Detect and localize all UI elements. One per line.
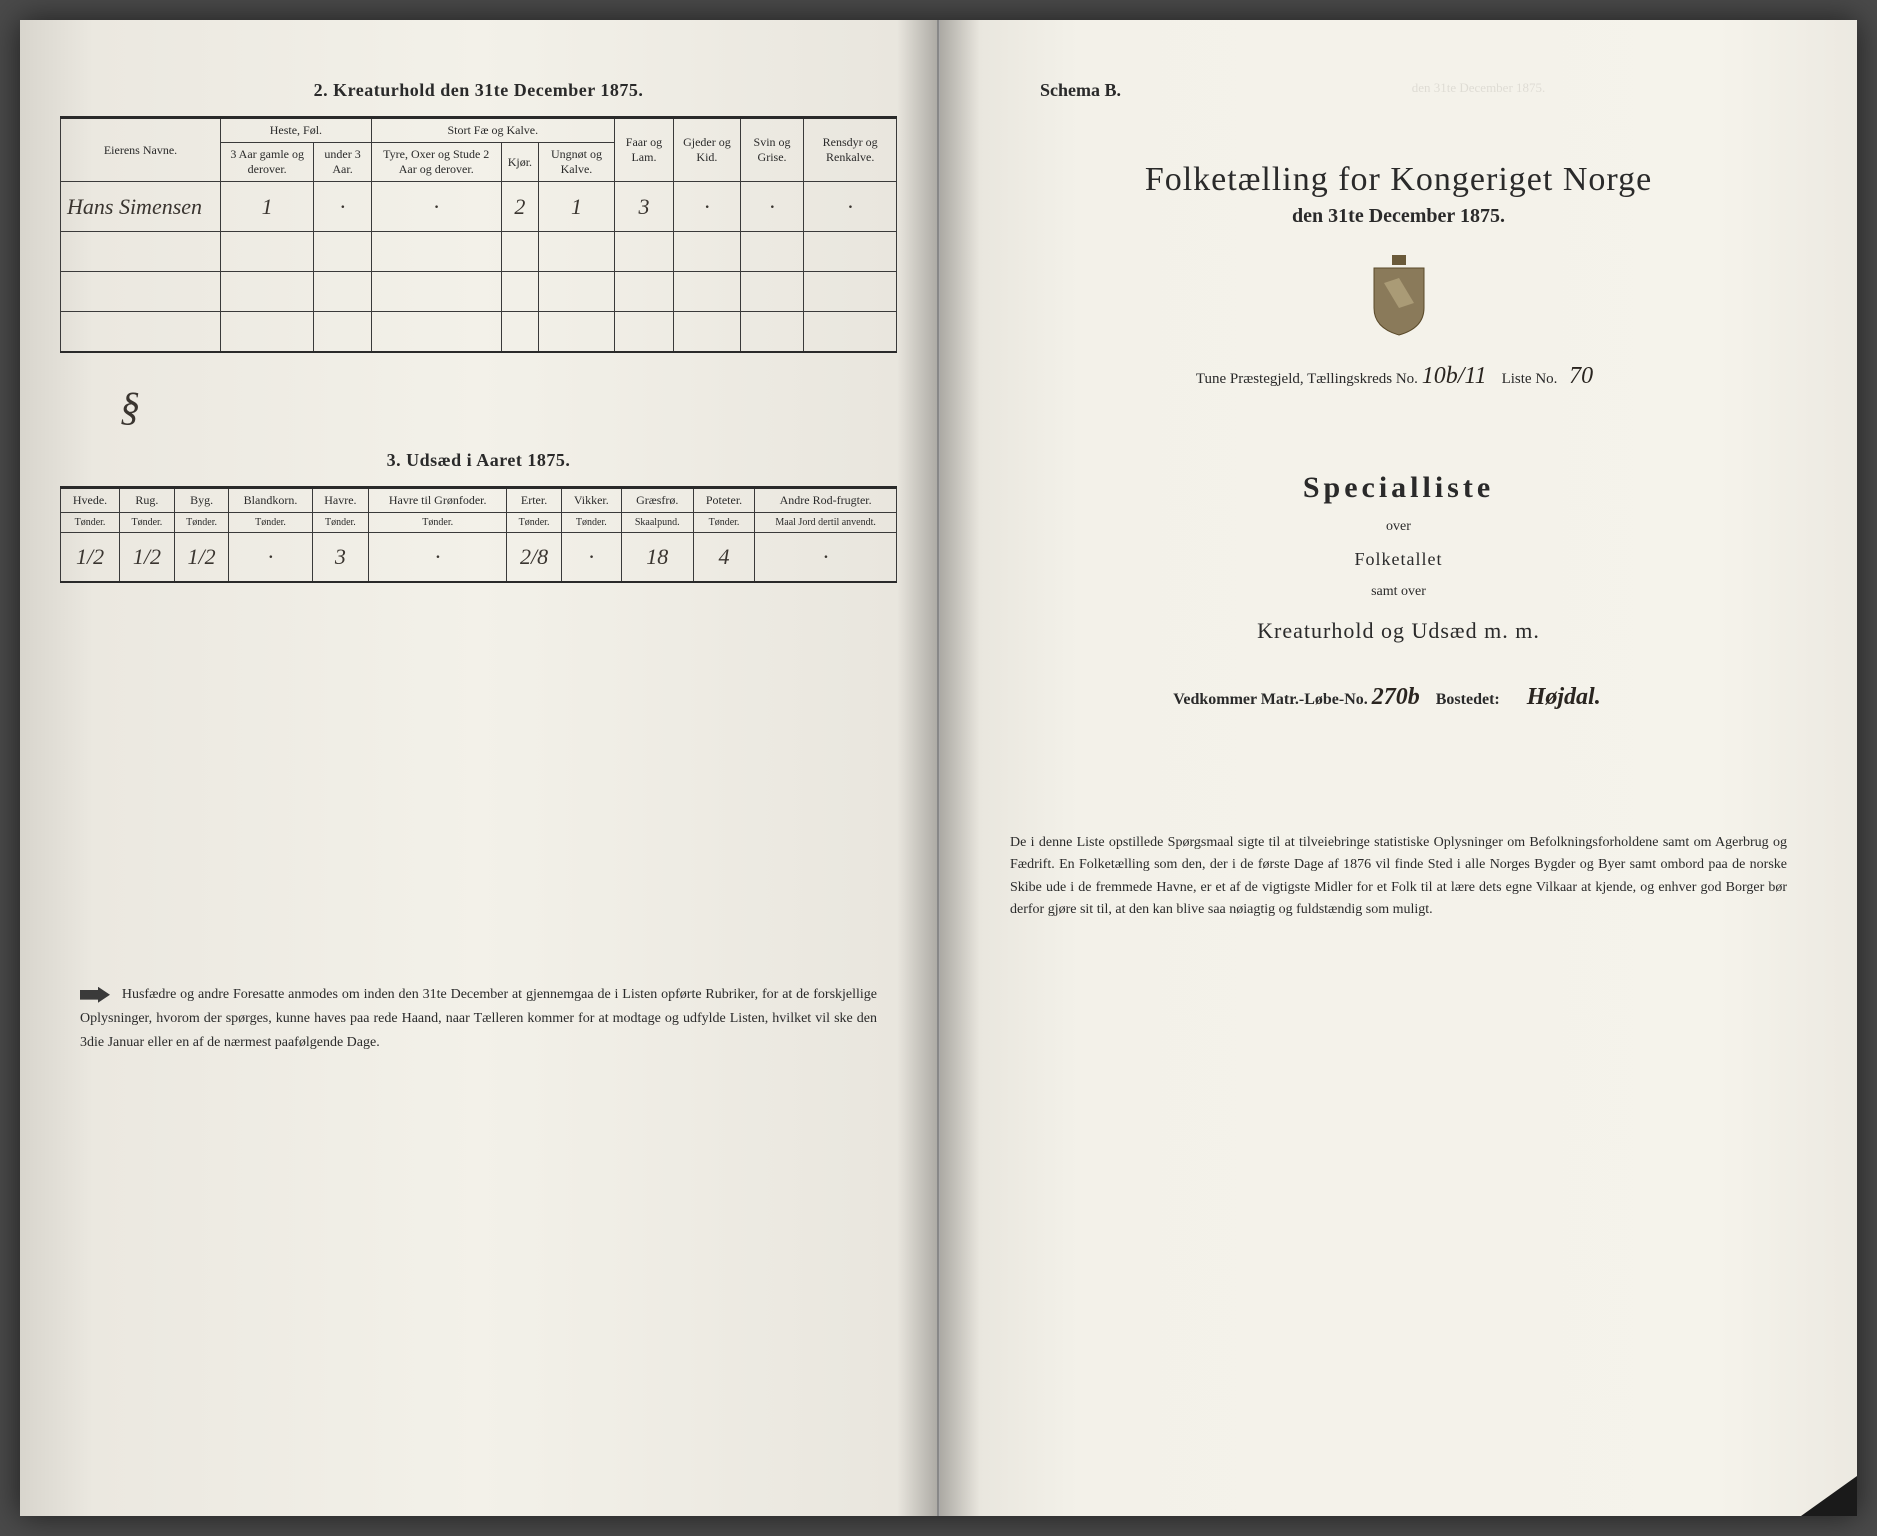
liste-number: 70 (1561, 363, 1601, 391)
seed-table: Hvede.Rug.Byg.Blandkorn.Havre.Havre til … (60, 486, 897, 584)
district-number: 10b/11 (1422, 363, 1487, 391)
specialliste-block: Specialliste over Folketallet samt over … (980, 471, 1817, 644)
col-faar: Faar og Lam. (614, 118, 673, 182)
group-header-heste: Heste, Føl. (221, 118, 372, 143)
seed-col-sub: Tønder. (693, 512, 755, 532)
seed-col-header: Erter. (507, 487, 562, 512)
seed-col-header: Havre. (312, 487, 369, 512)
seed-cell: 2/8 (507, 532, 562, 582)
subcol: 3 Aar gamle og derover. (221, 143, 314, 182)
subcol: under 3 Aar. (314, 143, 371, 182)
seed-col-sub: Tønder. (120, 512, 175, 532)
subcol: Tyre, Oxer og Stude 2 Aar og derover. (371, 143, 501, 182)
seed-col-sub: Tønder. (561, 512, 621, 532)
seed-col-header: Byg. (174, 487, 229, 512)
spec-title: Specialliste (980, 471, 1817, 505)
spec-folketallet: Folketallet (980, 549, 1817, 570)
seed-cell: 3 (312, 532, 369, 582)
spec-over: over (980, 519, 1817, 535)
bostedet-label: Bostedet: (1436, 691, 1500, 708)
census-title-block: Folketælling for Kongeriget Norge den 31… (980, 161, 1817, 228)
cell: · (740, 182, 804, 232)
seed-cell: 1/2 (174, 532, 229, 582)
district-line: Tune Præstegjeld, Tællingskreds No. 10b/… (980, 363, 1817, 391)
schema-label: Schema B. (1040, 80, 1817, 101)
handwritten-mark: § (60, 383, 897, 430)
seed-col-header: Havre til Grønfoder. (369, 487, 507, 512)
census-book-spread: 2. Kreaturhold den 31te December 1875. E… (20, 20, 1857, 1516)
spec-samt: samt over (980, 584, 1817, 600)
coat-of-arms-icon (1364, 253, 1434, 338)
census-sub-title: den 31te December 1875. (980, 205, 1817, 228)
instruction-text: Husfædre og andre Foresatte anmodes om i… (80, 987, 877, 1050)
owner-header: Eierens Navne. (61, 118, 221, 182)
left-page: 2. Kreaturhold den 31te December 1875. E… (20, 20, 939, 1516)
col-gjeder: Gjeder og Kid. (674, 118, 741, 182)
seed-col-header: Vikker. (561, 487, 621, 512)
seed-cell: 18 (621, 532, 693, 582)
cell: 2 (501, 182, 538, 232)
seed-col-sub: Tønder. (229, 512, 312, 532)
seed-col-header: Poteter. (693, 487, 755, 512)
census-main-title: Folketælling for Kongeriget Norge (980, 161, 1817, 199)
bostedet-value: Højdal. (1504, 684, 1624, 712)
right-page: Schema B. den 31te December 1875. Folket… (939, 20, 1857, 1516)
seed-col-sub: Tønder. (174, 512, 229, 532)
group-header-fae: Stort Fæ og Kalve. (371, 118, 614, 143)
matr-number: 270b (1372, 684, 1420, 712)
seed-cell: 4 (693, 532, 755, 582)
cell: · (314, 182, 371, 232)
seed-cell: 1/2 (120, 532, 175, 582)
cell: · (804, 182, 897, 232)
seed-col-header: Andre Rod-frugter. (755, 487, 897, 512)
cell: 3 (614, 182, 673, 232)
section2-title: 2. Kreaturhold den 31te December 1875. (60, 80, 897, 101)
col-svin: Svin og Grise. (740, 118, 804, 182)
seed-col-sub: Tønder. (61, 512, 120, 532)
cell: · (674, 182, 741, 232)
subcol: Kjør. (501, 143, 538, 182)
col-rensdyr: Rensdyr og Renkalve. (804, 118, 897, 182)
cell: 1 (539, 182, 615, 232)
seed-cell: · (369, 532, 507, 582)
subcol: Ungnøt og Kalve. (539, 143, 615, 182)
left-instructions: Husfædre og andre Foresatte anmodes om i… (60, 983, 897, 1054)
seed-col-header: Rug. (120, 487, 175, 512)
seed-col-header: Hvede. (61, 487, 120, 512)
owner-name: Hans Simensen (61, 182, 221, 232)
spec-kreatur: Kreaturhold og Udsæd m. m. (980, 618, 1817, 644)
seed-cell: · (755, 532, 897, 582)
seed-col-sub: Tønder. (507, 512, 562, 532)
district-prefix: Tune Præstegjeld, Tællingskreds No. (1196, 371, 1418, 387)
pointer-icon (80, 987, 110, 1003)
seed-col-sub: Maal Jord dertil anvendt. (755, 512, 897, 532)
seed-col-header: Græsfrø. (621, 487, 693, 512)
vedkommer-line: Vedkommer Matr.-Løbe-No. 270b Bostedet: … (980, 684, 1817, 712)
seed-col-sub: Tønder. (312, 512, 369, 532)
page-corner-shadow (1777, 1466, 1857, 1516)
seed-col-sub: Tønder. (369, 512, 507, 532)
liste-label: Liste No. (1502, 371, 1558, 387)
cell: · (371, 182, 501, 232)
section3-title: 3. Udsæd i Aaret 1875. (60, 450, 897, 471)
seed-cell: 1/2 (61, 532, 120, 582)
seed-col-header: Blandkorn. (229, 487, 312, 512)
seed-col-sub: Skaalpund. (621, 512, 693, 532)
right-bottom-text: De i denne Liste opstillede Spørgsmaal s… (980, 832, 1817, 922)
cell: 1 (221, 182, 314, 232)
vedkommer-label: Vedkommer Matr.-Løbe-No. (1173, 691, 1368, 708)
seed-cell: · (229, 532, 312, 582)
livestock-table: Eierens Navne. Heste, Føl. Stort Fæ og K… (60, 116, 897, 353)
seed-cell: · (561, 532, 621, 582)
